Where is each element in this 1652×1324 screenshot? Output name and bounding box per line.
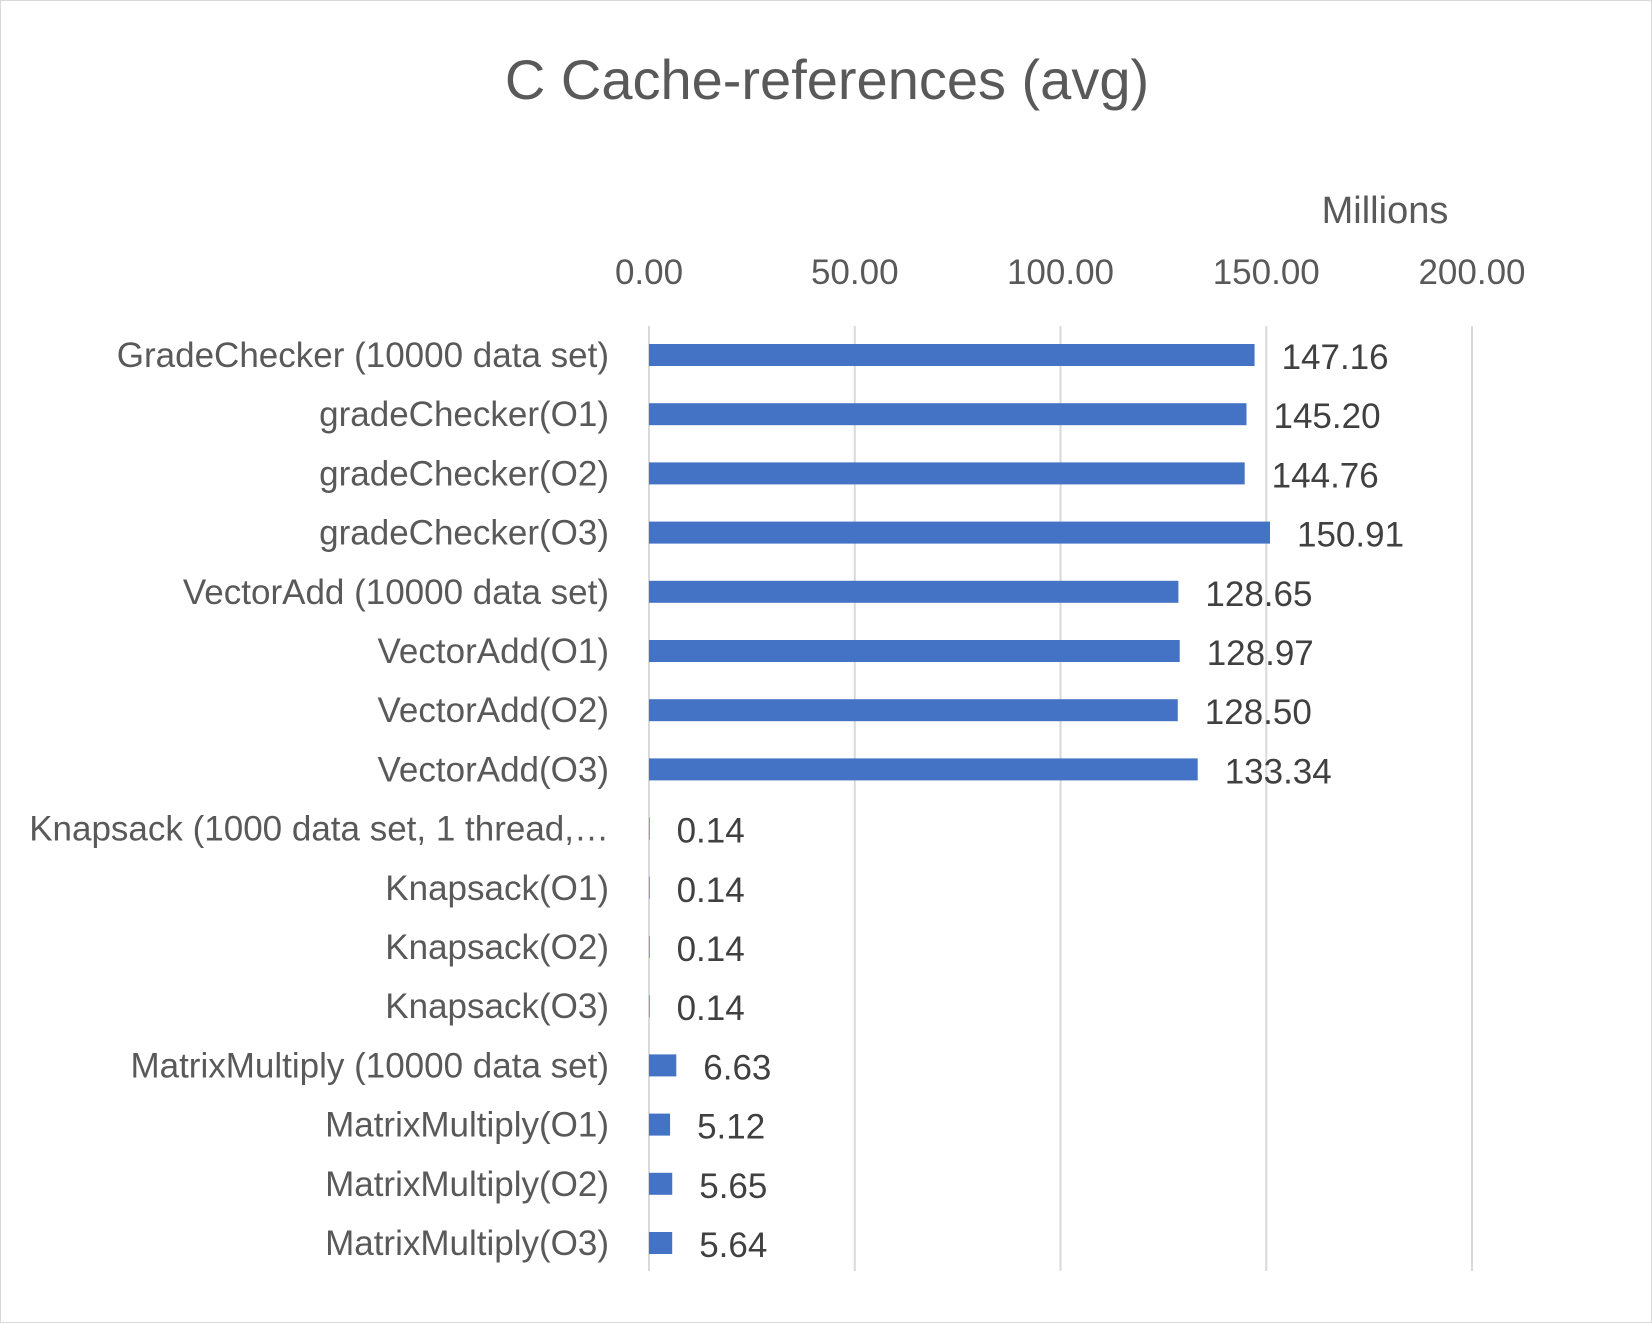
bar: [649, 521, 1270, 544]
category-label: MatrixMultiply(O3): [325, 1224, 609, 1263]
category-label: MatrixMultiply(O2): [325, 1165, 609, 1204]
category-label: Knapsack(O3): [385, 987, 609, 1026]
data-label: 0.14: [677, 989, 745, 1028]
category-label: Knapsack (1000 data set, 1 thread,…: [29, 810, 609, 849]
category-label: Knapsack(O1): [385, 869, 609, 908]
x-tick-label: 100.00: [1007, 253, 1114, 292]
category-label: VectorAdd(O3): [378, 750, 610, 789]
bar: [649, 1172, 673, 1195]
bar: [649, 817, 650, 840]
category-label: VectorAdd(O2): [378, 691, 610, 730]
data-label: 5.12: [697, 1108, 765, 1147]
data-label: 5.65: [699, 1167, 767, 1206]
x-tick-label: 0.00: [615, 253, 683, 292]
category-label: Knapsack(O2): [385, 928, 609, 967]
x-tick-label: 150.00: [1213, 253, 1320, 292]
category-label: MatrixMultiply(O1): [325, 1106, 609, 1145]
data-label: 150.91: [1297, 516, 1404, 555]
data-labels: 147.16 145.20 144.76 150.91 128.65 128.97 128.…: [677, 338, 1404, 1265]
category-label: VectorAdd(O1): [378, 632, 610, 671]
bar: [649, 699, 1178, 722]
bars: [649, 344, 1270, 1254]
data-label: 0.14: [677, 930, 745, 969]
chart-title: C Cache-references (avg): [505, 48, 1149, 111]
data-label: 0.14: [677, 871, 745, 910]
bar: [649, 758, 1198, 781]
axis-unit-label: Millions: [1322, 190, 1449, 232]
x-tick-label: 50.00: [811, 253, 899, 292]
data-label: 128.97: [1207, 634, 1314, 673]
bar: [649, 462, 1245, 485]
category-label: MatrixMultiply (10000 data set): [130, 1046, 609, 1085]
bar: [649, 403, 1247, 426]
data-label: 128.50: [1205, 693, 1312, 732]
data-label: 5.64: [699, 1226, 767, 1265]
data-label: 6.63: [703, 1048, 771, 1087]
data-label: 145.20: [1273, 397, 1380, 436]
x-axis-ticks: 0.00 50.00 100.00 150.00 200.00: [615, 253, 1526, 292]
bar: [649, 640, 1180, 662]
category-label: GradeChecker (10000 data set): [117, 336, 609, 375]
bar: [649, 1054, 677, 1077]
bar: [649, 876, 650, 899]
data-label: 147.16: [1282, 338, 1389, 377]
bar: [649, 936, 650, 958]
data-label: 144.76: [1272, 456, 1379, 495]
bar: [649, 1113, 671, 1136]
category-label: gradeChecker(O3): [319, 514, 609, 553]
category-labels: GradeChecker (10000 data set) gradeChecke…: [29, 336, 609, 1263]
bar: [649, 1232, 673, 1254]
bar: [649, 580, 1179, 603]
category-label: gradeChecker(O1): [319, 395, 609, 434]
data-label: 128.65: [1205, 575, 1312, 614]
x-tick-label: 200.00: [1418, 253, 1525, 292]
category-label: gradeChecker(O2): [319, 454, 609, 493]
category-label: VectorAdd (10000 data set): [183, 573, 609, 612]
bar: [649, 344, 1255, 366]
bar: [649, 995, 650, 1018]
data-label: 0.14: [677, 812, 745, 851]
data-label: 133.34: [1225, 752, 1332, 791]
